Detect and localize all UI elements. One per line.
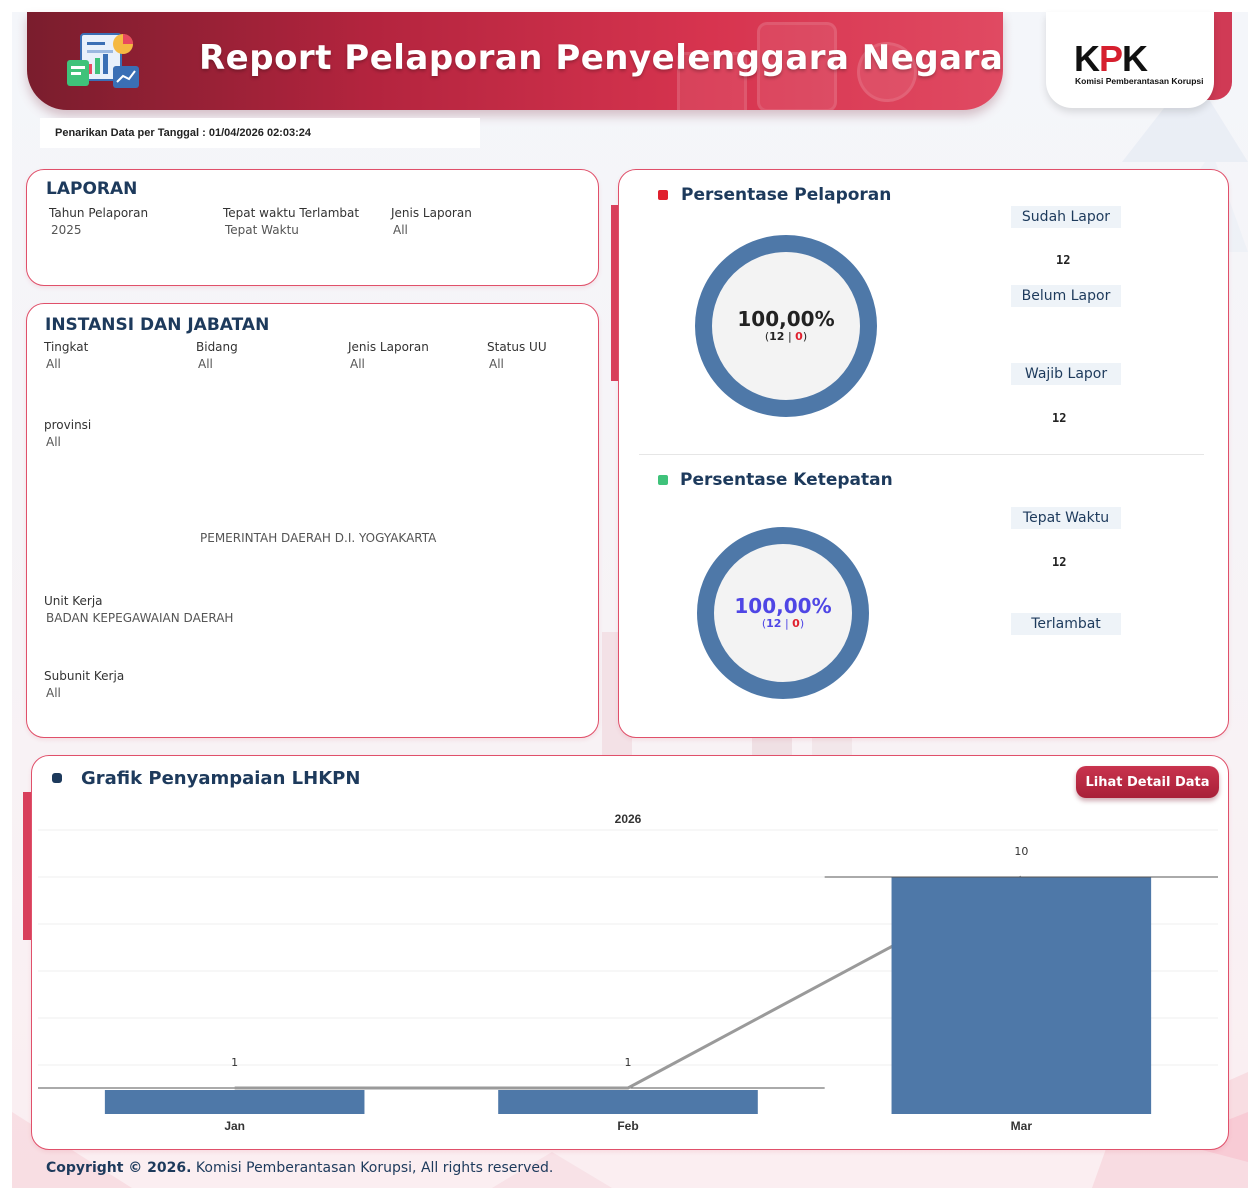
wajib-lapor-label: Wajib Lapor: [1011, 363, 1121, 385]
filter-subunit-label: Subunit Kerja: [44, 669, 125, 683]
filter-bidang-value[interactable]: All: [198, 357, 213, 371]
sudah-lapor-label: Sudah Lapor: [1011, 206, 1121, 228]
chart-bar-jan: [104, 1090, 365, 1114]
persentase-divider: [639, 454, 1204, 455]
chart-column-header: 2026: [615, 812, 642, 826]
filter-unit-kerja-label: Unit Kerja: [44, 594, 103, 608]
page-title: Report Pelaporan Penyelenggara Negara: [199, 38, 1003, 78]
wajib-lapor-value: 12: [1052, 411, 1067, 425]
ketepatan-percent: 100,00%: [734, 594, 832, 618]
filter-unit-kerja-value[interactable]: BADAN KEPEGAWAIAN DAERAH: [46, 611, 234, 625]
filter-tahun-label: Tahun Pelaporan: [49, 206, 149, 220]
chart-bar-mar: [891, 877, 1152, 1114]
filter-jenis-laporan-label: Jenis Laporan: [348, 340, 429, 354]
footer-copyright: Copyright © 2026. Komisi Pemberantasan K…: [46, 1160, 554, 1176]
ketepatan-dot-icon: [658, 475, 668, 485]
chart-data-label: 10: [1014, 845, 1028, 858]
persentase-accent-strip: [611, 205, 619, 381]
filter-status-uu-value[interactable]: All: [489, 357, 504, 371]
chart-bar-feb: [498, 1090, 758, 1114]
chart-data-label: 1: [231, 1056, 238, 1069]
lhkpn-bar-chart: 2026 1 Jan 1 Feb 10 Mar: [38, 812, 1218, 1133]
filter-status-uu-label: Status UU: [487, 340, 547, 354]
kpk-logo: KPK Komisi Pemberantasan Korupsi: [1046, 12, 1214, 108]
filter-provinsi-value[interactable]: All: [46, 435, 61, 449]
pelaporan-dot-icon: [658, 190, 668, 200]
pelaporan-percent: 100,00%: [737, 307, 835, 331]
laporan-title: LAPORAN: [46, 179, 138, 199]
filter-jenis-value[interactable]: All: [393, 223, 408, 237]
pelaporan-breakdown: (12 | 0): [764, 330, 808, 343]
chart-tick-label: Mar: [1011, 1119, 1033, 1133]
grafik-dot-icon: [52, 773, 62, 783]
sudah-lapor-value: 12: [1056, 253, 1071, 267]
lihat-detail-button[interactable]: Lihat Detail Data: [1076, 766, 1219, 798]
kpk-logo-subtitle: Komisi Pemberantasan Korupsi: [1075, 76, 1204, 86]
report-analytics-icon: [67, 33, 139, 88]
filter-tingkat-label: Tingkat: [44, 340, 89, 354]
filter-jenis-laporan-value[interactable]: All: [350, 357, 365, 371]
header-banner: Report Pelaporan Penyelenggara Negara: [27, 12, 1003, 110]
filter-tahun-value[interactable]: 2025: [51, 223, 82, 237]
belum-lapor-label: Belum Lapor: [1011, 285, 1121, 307]
filter-provinsi-label: provinsi: [44, 418, 92, 432]
data-pull-timestamp: Penarikan Data per Tanggal : 01/04/2026 …: [40, 118, 480, 148]
instansi-name[interactable]: PEMERINTAH DAERAH D.I. YOGYAKARTA: [200, 531, 437, 545]
filter-bidang-label: Bidang: [196, 340, 238, 354]
laporan-filter-card: LAPORAN Tahun Pelaporan 2025 Tepat waktu…: [26, 169, 599, 286]
ketepatan-title: Persentase Ketepatan: [680, 470, 893, 490]
terlambat-label: Terlambat: [1011, 613, 1121, 635]
ketepatan-breakdown: (12 | 0): [761, 617, 805, 630]
instansi-filter-card: INSTANSI DAN JABATAN Tingkat All Bidang …: [26, 303, 599, 738]
chart-tick-label: Jan: [224, 1119, 245, 1133]
filter-tingkat-value[interactable]: All: [46, 357, 61, 371]
filter-jenis-label: Jenis Laporan: [391, 206, 472, 220]
kpk-logo-text: KPK: [1074, 38, 1148, 79]
filter-subunit-value[interactable]: All: [46, 686, 61, 700]
tepat-waktu-value: 12: [1052, 555, 1067, 569]
instansi-title: INSTANSI DAN JABATAN: [45, 315, 270, 335]
grafik-accent-strip: [23, 792, 32, 940]
pelaporan-title: Persentase Pelaporan: [681, 185, 892, 205]
filter-ketepatan-value[interactable]: Tepat Waktu: [225, 223, 299, 237]
filter-ketepatan-label: Tepat waktu Terlambat: [223, 206, 360, 220]
pelaporan-donut: 100,00% (12 | 0): [695, 235, 877, 417]
chart-tick-label: Feb: [617, 1119, 638, 1133]
chart-data-label: 1: [625, 1056, 632, 1069]
grafik-title: Grafik Penyampaian LHKPN: [81, 768, 361, 789]
tepat-waktu-label: Tepat Waktu: [1011, 507, 1121, 529]
chart-trend-line: [234, 875, 1023, 1090]
ketepatan-donut: 100,00% (12 | 0): [697, 527, 869, 699]
